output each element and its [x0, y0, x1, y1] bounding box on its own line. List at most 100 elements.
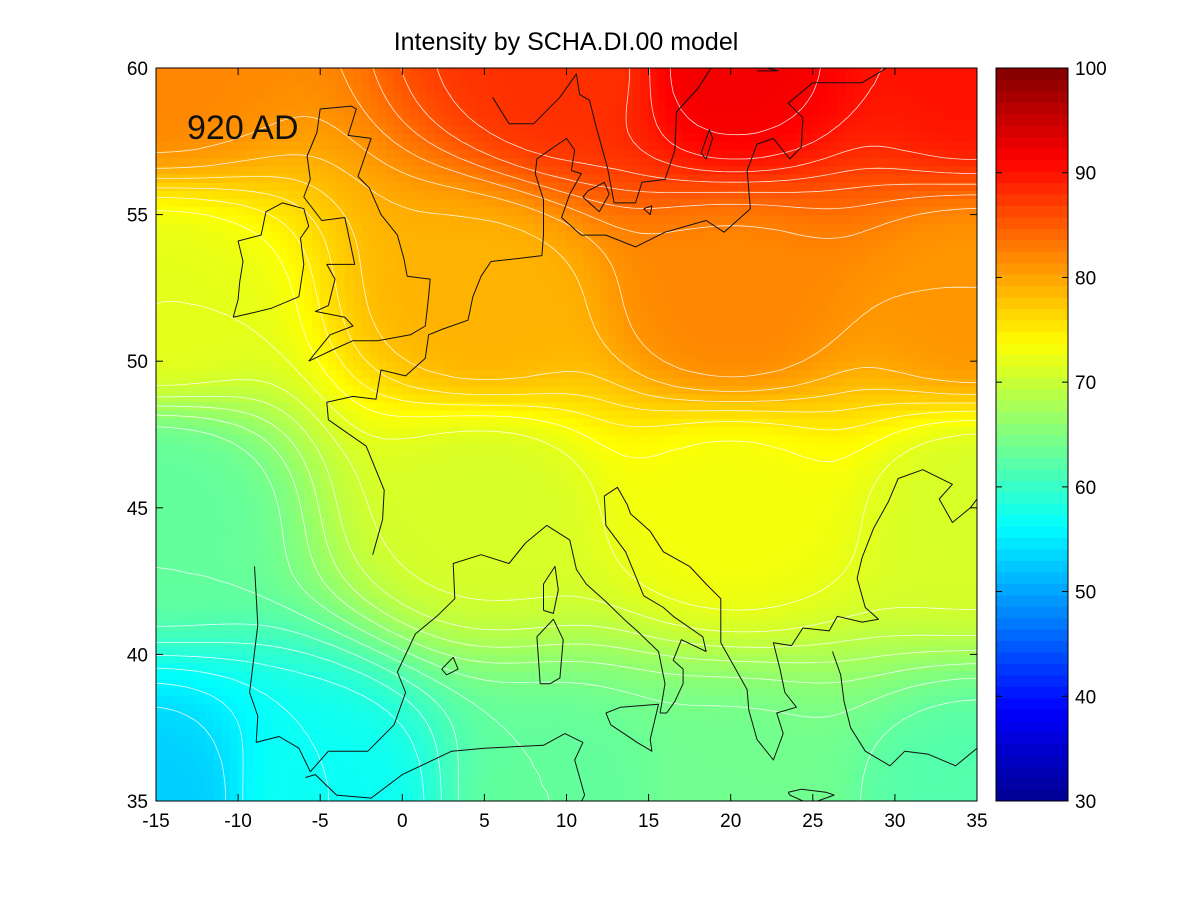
heatmap-cell — [369, 532, 379, 541]
heatmap-cell — [771, 426, 781, 436]
heatmap-cell — [476, 662, 485, 672]
heatmap-cell — [673, 784, 683, 794]
heatmap-cell — [632, 458, 641, 468]
heatmap-cell — [336, 784, 346, 794]
heatmap-cell — [763, 695, 773, 704]
heatmap-cell — [771, 524, 781, 533]
heatmap-cell — [755, 532, 765, 541]
heatmap-cell — [402, 662, 412, 672]
heatmap-cell — [394, 760, 403, 770]
heatmap-cell — [229, 524, 239, 533]
heatmap-cell — [402, 613, 412, 623]
heatmap-cell — [894, 458, 904, 468]
heatmap-cell — [361, 515, 371, 525]
heatmap-cell — [229, 784, 239, 794]
heatmap-cell — [952, 776, 962, 786]
heatmap-cell — [607, 483, 617, 493]
heatmap-cell — [665, 450, 674, 460]
heatmap-cell — [788, 401, 797, 411]
heatmap-cell — [467, 760, 477, 770]
heatmap-cell — [295, 442, 305, 452]
heatmap-cell — [303, 711, 313, 721]
heatmap-cell — [640, 418, 650, 427]
heatmap-cell — [837, 458, 847, 468]
heatmap-cell — [435, 646, 444, 655]
heatmap-cell — [303, 393, 313, 403]
heatmap-cell — [402, 499, 412, 509]
heatmap-cell — [878, 638, 888, 647]
heatmap-cell — [632, 532, 641, 541]
heatmap-cell — [156, 410, 165, 419]
heatmap-cell — [730, 418, 740, 427]
heatmap-cell — [878, 670, 888, 680]
heatmap-cell — [484, 686, 494, 696]
heatmap-cell — [968, 564, 977, 574]
heatmap-cell — [862, 703, 871, 713]
heatmap-cell — [681, 695, 691, 704]
heatmap-cell — [878, 548, 888, 558]
heatmap-cell — [599, 540, 609, 550]
heatmap-cell — [426, 605, 436, 615]
heatmap-cell — [862, 524, 871, 533]
heatmap-cell — [213, 768, 223, 778]
heatmap-cell — [886, 442, 896, 452]
heatmap-cell — [229, 719, 239, 729]
heatmap-cell — [369, 678, 379, 688]
heatmap-cell — [656, 654, 666, 664]
heatmap-cell — [968, 768, 977, 778]
heatmap-cell — [402, 524, 412, 533]
heatmap-cell — [418, 540, 428, 550]
heatmap-cell — [607, 752, 617, 761]
heatmap-cell — [353, 418, 362, 427]
heatmap-cell — [156, 727, 165, 737]
heatmap-cell — [574, 776, 584, 786]
heatmap-cell — [377, 686, 387, 696]
heatmap-cell — [829, 719, 839, 729]
heatmap-cell — [730, 524, 740, 533]
heatmap-cell — [492, 654, 502, 664]
heatmap-cell — [697, 605, 707, 615]
heatmap-cell — [435, 670, 444, 680]
heatmap-cell — [229, 491, 239, 501]
heatmap-cell — [541, 418, 551, 427]
heatmap-cell — [804, 695, 814, 704]
heatmap-cell — [500, 768, 510, 778]
heatmap-cell — [607, 458, 617, 468]
heatmap-cell — [467, 540, 477, 550]
heatmap-cell — [459, 719, 469, 729]
heatmap-cell — [254, 621, 264, 631]
heatmap-cell — [336, 735, 346, 745]
heatmap-cell — [287, 426, 297, 436]
heatmap-cell — [640, 548, 650, 558]
heatmap-cell — [927, 548, 937, 558]
heatmap-cell — [697, 401, 707, 411]
heatmap-cell — [205, 467, 215, 476]
heatmap-cell — [730, 670, 740, 680]
heatmap-cell — [632, 515, 641, 525]
heatmap-cell — [648, 499, 658, 509]
heatmap-cell — [788, 442, 797, 452]
heatmap-cell — [919, 401, 929, 411]
heatmap-cell — [919, 410, 929, 419]
heatmap-cell — [459, 792, 469, 801]
heatmap-cell — [509, 792, 518, 801]
heatmap-cell — [591, 768, 600, 778]
heatmap-cell — [697, 556, 707, 566]
heatmap-cell — [960, 483, 970, 493]
heatmap-cell — [418, 768, 428, 778]
heatmap-cell — [172, 540, 182, 550]
heatmap-cell — [919, 735, 929, 745]
heatmap-cell — [205, 524, 215, 533]
heatmap-cell — [853, 548, 863, 558]
heatmap-cell — [673, 499, 683, 509]
heatmap-cell — [689, 467, 699, 476]
heatmap-cell — [229, 572, 239, 582]
heatmap-cell — [443, 727, 453, 737]
heatmap-cell — [591, 638, 600, 647]
heatmap-cell — [451, 613, 461, 623]
heatmap-cell — [459, 483, 469, 493]
heatmap-cell — [689, 621, 699, 631]
heatmap-cell — [788, 467, 797, 476]
heatmap-cell — [328, 564, 338, 574]
heatmap-cell — [262, 695, 272, 704]
